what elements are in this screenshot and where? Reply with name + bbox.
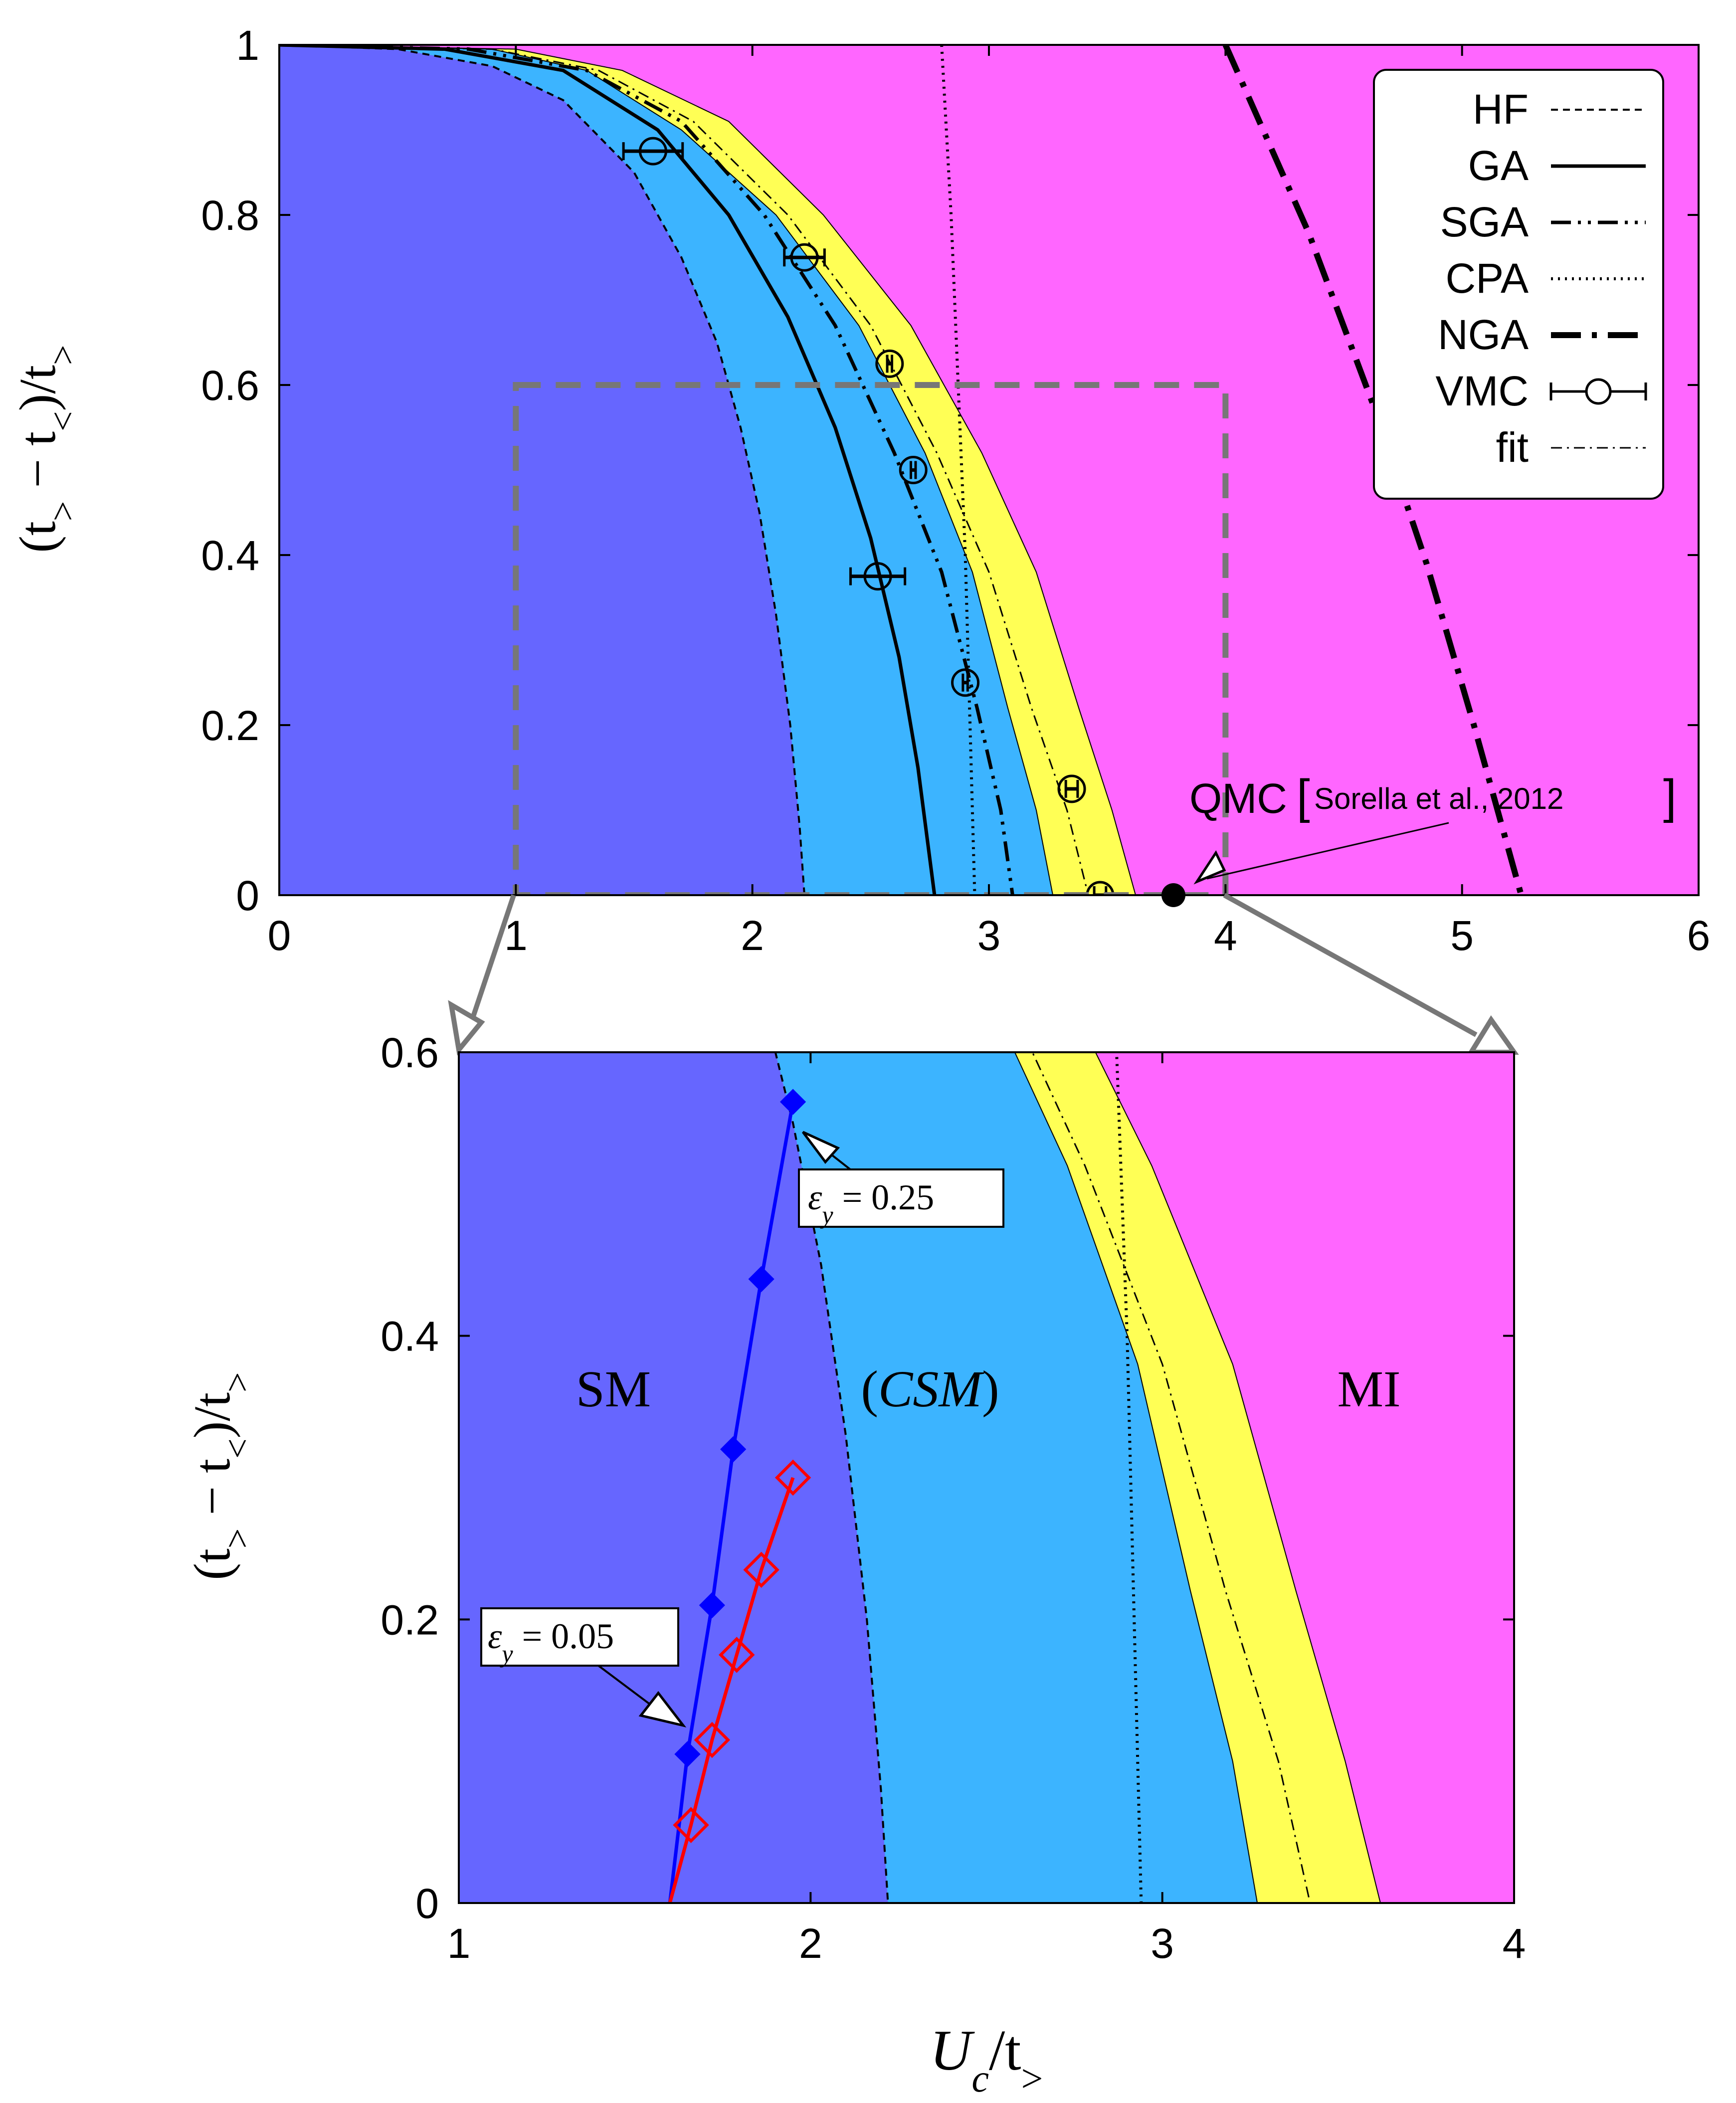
x-tick-label: 2 xyxy=(799,1920,822,1967)
curve-hf xyxy=(279,45,805,895)
zoom-connectors xyxy=(448,893,1519,1056)
qmc-reference: Sorella et al., 2012 xyxy=(1314,782,1563,815)
qmc-bracket-close: ] xyxy=(1663,770,1677,823)
legend-label: VMC xyxy=(1435,368,1529,414)
region-label-sm: SM xyxy=(576,1360,651,1418)
curve-sga xyxy=(279,45,1014,895)
vmc-point xyxy=(951,668,980,697)
qmc-leader-line xyxy=(1206,822,1449,880)
top-axis-ticks: 0 1 2 3 4 5 6 0 0.2 0.4 0.6 0.8 1 xyxy=(201,22,1710,959)
zoom-arrow-left-icon xyxy=(448,1000,485,1056)
legend-label: NGA xyxy=(1438,311,1529,358)
vmc-point xyxy=(863,562,892,591)
legend: HF GA SGA CPA NGA VMC fit xyxy=(1373,69,1664,500)
top-y-axis-label: (t> − t<)/t> xyxy=(9,345,83,553)
red-diamond-marker xyxy=(718,1637,755,1673)
x-tick-label: 3 xyxy=(977,912,1001,959)
y-tick-label: 0.6 xyxy=(201,362,259,409)
x-tick-label: 4 xyxy=(1503,1920,1526,1967)
legend-label: HF xyxy=(1473,86,1529,133)
bottom-panel: 1 2 3 4 0 0.2 0.4 0.6 SM (CSM) MI εy = 0.25 εy … xyxy=(184,1029,1526,2100)
x-tick-label: 1 xyxy=(447,1920,471,1967)
strain-series xyxy=(668,1089,811,1903)
curve-ga xyxy=(279,45,937,895)
y-tick-label: 0.4 xyxy=(381,1313,439,1360)
top-panel: 0 1 2 3 4 5 6 0 0.2 0.4 0.6 0.8 1 QMC [ Sorella et a… xyxy=(9,22,1710,959)
blue-diamond-marker xyxy=(779,1089,806,1115)
x-tick-label: 4 xyxy=(1214,912,1237,959)
bottom-y-axis-label: (t> − t<)/t> xyxy=(184,1372,257,1580)
red-diamond-marker xyxy=(673,1807,709,1843)
legend-label: CPA xyxy=(1446,255,1529,302)
bottom-x-axis-label: Uc/t> xyxy=(930,2019,1043,2100)
eps-005-leader xyxy=(597,1665,659,1712)
x-tick-label: 3 xyxy=(1151,1920,1174,1967)
x-tick-label: 0 xyxy=(268,912,291,959)
vmc-point xyxy=(1086,881,1115,895)
eps-025-box xyxy=(798,1168,1004,1228)
blue-diamond-marker xyxy=(699,1592,725,1619)
x-tick-label: 2 xyxy=(741,912,764,959)
vmc-points xyxy=(622,137,1115,895)
qmc-arrow-icon xyxy=(1193,850,1226,885)
legend-label: fit xyxy=(1496,424,1529,471)
eps-005-box xyxy=(480,1607,679,1667)
y-tick-label: 0 xyxy=(236,872,259,919)
vmc-point xyxy=(638,137,667,166)
sm-region-bottom xyxy=(459,1052,888,1903)
sm-region-top xyxy=(279,45,804,895)
y-tick-label: 0.2 xyxy=(381,1596,439,1643)
eps-025-leader xyxy=(831,1154,851,1170)
eps-025-arrow-icon xyxy=(802,1131,840,1164)
curve-nga xyxy=(1222,45,1525,895)
x-tick-label: 6 xyxy=(1687,912,1711,959)
mi-boundary-line xyxy=(1095,1052,1381,1903)
csm-boundary-line xyxy=(1014,1052,1258,1903)
zoom-arrow-right-icon xyxy=(1467,1015,1519,1055)
qmc-point xyxy=(1161,883,1185,907)
curve-fit xyxy=(279,45,1089,895)
blue-diamond-marker xyxy=(748,1266,774,1293)
x-tick-label: 5 xyxy=(1450,912,1474,959)
curve-fit xyxy=(1031,1052,1311,1903)
qmc-bracket-open: [ xyxy=(1297,770,1310,823)
region-label-csm: (CSM) xyxy=(861,1360,999,1418)
y-tick-label: 1 xyxy=(236,22,259,69)
y-tick-label: 0.4 xyxy=(201,532,259,579)
region-label-mi: MI xyxy=(1337,1360,1400,1418)
legend-swatch xyxy=(1585,378,1612,405)
series-line-y-0-25 xyxy=(668,1101,795,1903)
eps-025-label: εy = 0.25 xyxy=(808,1177,934,1229)
bottom-curves xyxy=(774,1052,1381,1903)
vmc-point xyxy=(790,243,819,272)
legend-label: GA xyxy=(1468,142,1529,189)
y-tick-label: 0.2 xyxy=(201,702,259,749)
blue-diamond-marker xyxy=(720,1436,747,1463)
red-diamond-marker xyxy=(743,1551,779,1588)
y-tick-label: 0.8 xyxy=(201,192,259,239)
qmc-label: QMC xyxy=(1189,775,1287,822)
bottom-axis-ticks: 1 2 3 4 0 0.2 0.4 0.6 xyxy=(381,1029,1526,1967)
zoom-box xyxy=(513,382,1229,895)
legend-label: SGA xyxy=(1440,198,1529,245)
x-tick-label: 1 xyxy=(504,912,528,959)
mi-boundary-line xyxy=(279,45,1137,895)
legend-items: HF GA SGA CPA NGA VMC fit xyxy=(1435,86,1647,471)
vmc-point xyxy=(1057,774,1086,803)
blue-diamond-marker xyxy=(674,1741,701,1767)
csm-boundary-line xyxy=(279,45,1054,895)
top-curves xyxy=(279,45,1525,895)
y-tick-label: 0 xyxy=(415,1880,439,1927)
red-diamond-marker xyxy=(774,1459,811,1496)
red-diamond-marker xyxy=(694,1721,731,1758)
y-tick-label: 0.6 xyxy=(381,1029,439,1076)
eps-005-label: εy = 0.05 xyxy=(488,1616,614,1668)
curve-hf xyxy=(774,1052,889,1903)
bottom-plot-frame xyxy=(458,1051,1515,1904)
eps-005-arrow-icon xyxy=(638,1691,687,1728)
vmc-point xyxy=(875,349,904,378)
vmc-point xyxy=(899,456,928,484)
